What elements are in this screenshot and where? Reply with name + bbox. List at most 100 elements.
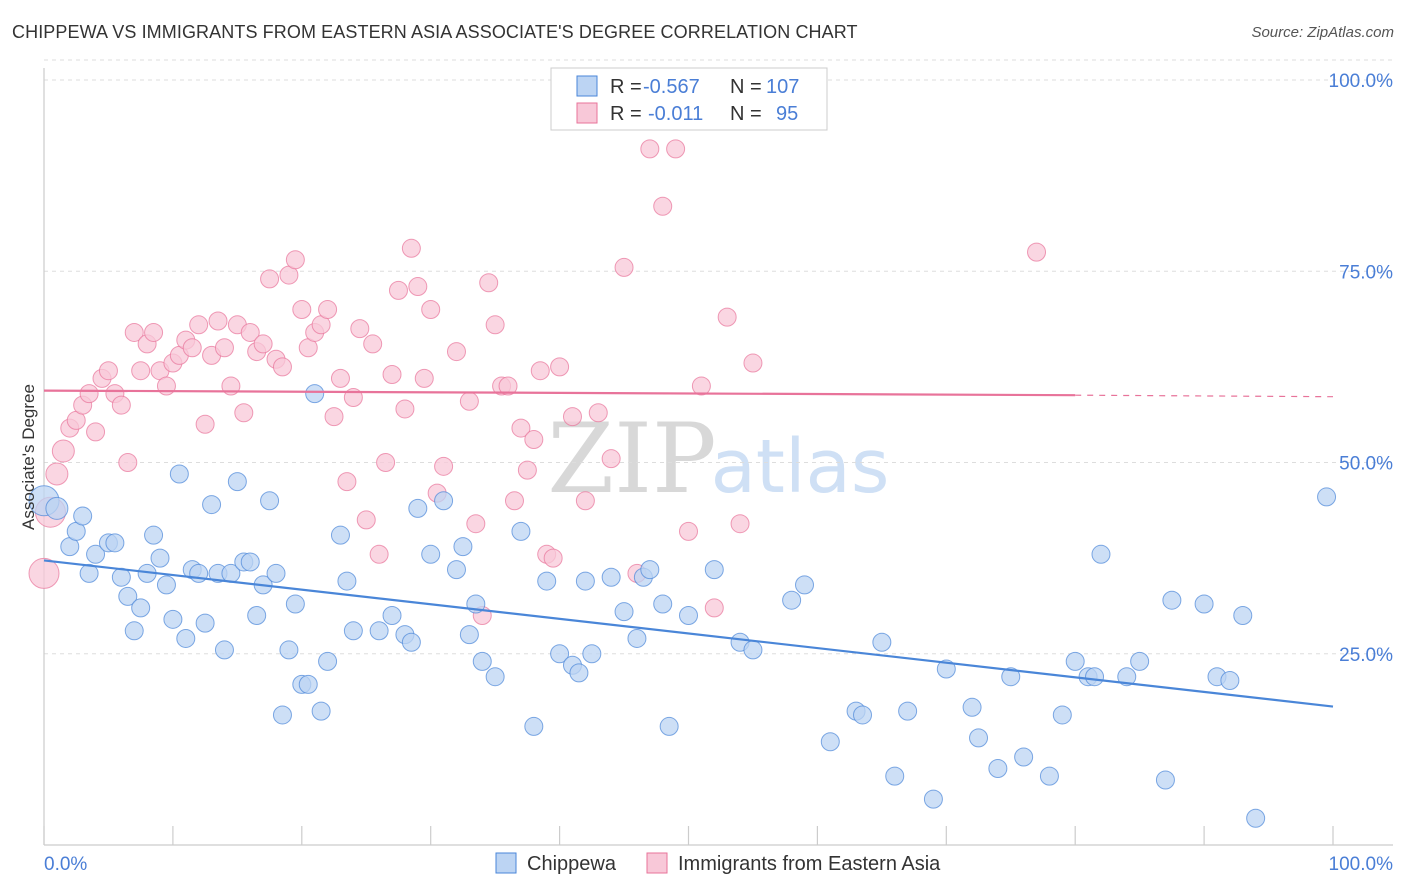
point-chippewa bbox=[1039, 766, 1059, 786]
point-chippewa bbox=[45, 496, 69, 520]
point-eastern-asia bbox=[530, 361, 550, 381]
point-chippewa bbox=[485, 667, 505, 687]
point-eastern-asia bbox=[691, 376, 711, 396]
point-chippewa bbox=[1014, 747, 1034, 767]
point-chippewa bbox=[743, 640, 763, 660]
point-chippewa bbox=[298, 674, 318, 694]
point-eastern-asia bbox=[575, 491, 595, 511]
point-chippewa bbox=[79, 563, 99, 583]
point-chippewa bbox=[969, 728, 989, 748]
point-chippewa bbox=[659, 716, 679, 736]
point-chippewa bbox=[1220, 671, 1240, 691]
point-eastern-asia bbox=[234, 403, 254, 423]
point-eastern-asia bbox=[395, 399, 415, 419]
point-chippewa bbox=[853, 705, 873, 725]
point-chippewa bbox=[118, 586, 138, 606]
point-chippewa bbox=[1155, 770, 1175, 790]
point-chippewa bbox=[653, 594, 673, 614]
stats-r-label-0: R = bbox=[610, 76, 642, 98]
point-chippewa bbox=[73, 506, 93, 526]
point-chippewa bbox=[820, 732, 840, 752]
point-eastern-asia bbox=[195, 414, 215, 434]
point-eastern-asia bbox=[131, 361, 151, 381]
trend-line-eastern-asia bbox=[43, 389, 1076, 397]
point-chippewa bbox=[679, 606, 698, 625]
point-chippewa bbox=[453, 537, 473, 557]
y-tick-label: 75.0% bbox=[1339, 262, 1393, 283]
point-eastern-asia bbox=[189, 315, 209, 335]
point-chippewa bbox=[782, 590, 802, 610]
stats-n-label-0: N = bbox=[730, 76, 762, 98]
point-eastern-asia bbox=[562, 407, 582, 427]
point-eastern-asia bbox=[1027, 242, 1047, 262]
point-chippewa bbox=[260, 491, 280, 511]
point-eastern-asia bbox=[498, 376, 518, 396]
point-eastern-asia bbox=[45, 462, 69, 486]
point-chippewa bbox=[1162, 590, 1182, 610]
watermark-atlas: atlas bbox=[711, 424, 890, 510]
stats-n-label-1: N = bbox=[730, 103, 762, 125]
point-eastern-asia bbox=[318, 300, 338, 319]
stats-legend: R = -0.567 N = 107 R = -0.011 N = 95 bbox=[550, 67, 828, 131]
point-eastern-asia bbox=[376, 453, 396, 472]
point-chippewa bbox=[923, 789, 943, 809]
point-eastern-asia bbox=[182, 338, 202, 358]
point-chippewa bbox=[163, 609, 183, 629]
stats-r-label-1: R = bbox=[610, 103, 642, 125]
point-chippewa bbox=[795, 575, 815, 595]
point-eastern-asia bbox=[459, 391, 479, 411]
point-eastern-asia bbox=[414, 368, 434, 388]
point-eastern-asia bbox=[485, 315, 505, 335]
series-legend: Chippewa Immigrants from Eastern Asia bbox=[495, 852, 941, 875]
source-credit: Source: ZipAtlas.com bbox=[1251, 24, 1394, 41]
point-eastern-asia bbox=[111, 395, 131, 415]
tick-labels: 25.0% 50.0% 75.0% 100.0% 0.0% 100.0% bbox=[44, 71, 1393, 875]
point-chippewa bbox=[86, 544, 106, 564]
point-eastern-asia bbox=[408, 277, 428, 297]
point-chippewa bbox=[1246, 808, 1266, 828]
point-chippewa bbox=[343, 621, 363, 641]
point-chippewa bbox=[401, 632, 421, 652]
point-eastern-asia bbox=[118, 453, 138, 472]
point-chippewa bbox=[472, 651, 492, 671]
point-chippewa bbox=[131, 598, 151, 618]
point-chippewa bbox=[614, 602, 634, 622]
point-chippewa bbox=[227, 472, 247, 492]
point-chippewa bbox=[872, 632, 892, 652]
point-chippewa bbox=[1194, 594, 1214, 614]
point-eastern-asia bbox=[272, 357, 292, 377]
point-eastern-asia bbox=[337, 472, 357, 492]
point-eastern-asia bbox=[511, 418, 531, 438]
point-eastern-asia bbox=[446, 342, 466, 362]
point-chippewa bbox=[446, 560, 466, 580]
point-chippewa bbox=[1317, 487, 1337, 507]
point-chippewa bbox=[369, 621, 389, 641]
point-eastern-asia bbox=[704, 598, 724, 618]
point-chippewa bbox=[214, 640, 234, 660]
point-eastern-asia bbox=[543, 548, 563, 568]
chart-title: CHIPPEWA VS IMMIGRANTS FROM EASTERN ASIA… bbox=[12, 22, 858, 42]
point-chippewa bbox=[898, 701, 918, 721]
point-chippewa bbox=[582, 644, 602, 664]
x-tick-label-max: 100.0% bbox=[1329, 854, 1394, 875]
point-chippewa bbox=[1052, 705, 1072, 725]
point-eastern-asia bbox=[208, 311, 228, 331]
point-chippewa bbox=[1117, 667, 1137, 687]
point-eastern-asia bbox=[356, 510, 376, 530]
point-eastern-asia bbox=[292, 300, 312, 319]
point-eastern-asia bbox=[324, 407, 344, 427]
point-eastern-asia bbox=[156, 376, 176, 396]
stats-n-value-1: 95 bbox=[776, 103, 798, 125]
point-eastern-asia bbox=[240, 322, 260, 342]
trend-line-eastern-asia-extension bbox=[1075, 394, 1334, 398]
point-eastern-asia bbox=[144, 322, 164, 342]
x-tick-label-min: 0.0% bbox=[44, 854, 87, 875]
point-chippewa bbox=[1130, 651, 1150, 671]
y-tick-label: 50.0% bbox=[1339, 454, 1393, 475]
point-eastern-asia bbox=[517, 460, 537, 480]
point-eastern-asia bbox=[550, 357, 570, 377]
point-chippewa bbox=[421, 544, 441, 564]
point-eastern-asia bbox=[717, 307, 737, 327]
point-chippewa bbox=[240, 552, 260, 572]
